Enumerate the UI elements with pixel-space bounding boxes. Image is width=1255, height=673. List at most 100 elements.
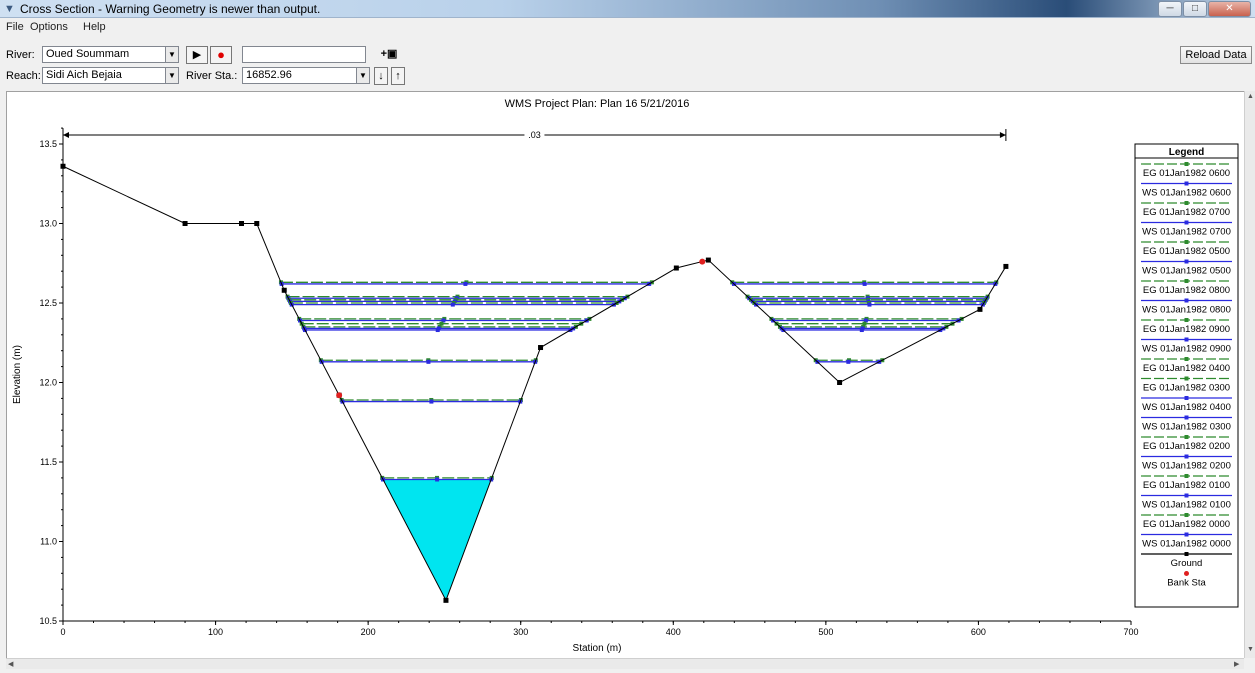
profile-marker: [859, 328, 864, 333]
legend-swatch-marker: [1184, 337, 1189, 342]
manning-label-bg: [524, 129, 545, 140]
legend-entry-label: WS 01Jan1982 0300: [1142, 422, 1231, 433]
scroll-down-arrow-icon[interactable]: ▼: [1247, 646, 1254, 653]
legend-entry-label: WS 01Jan1982 0100: [1142, 500, 1231, 511]
cross-section-plot-panel: 0 100 200 300 400 500 600 700 10.5 11.0 11.5 12.0 12…: [6, 91, 1244, 658]
chart-title: WMS Project Plan: Plan 16 5/21/2016: [505, 98, 690, 110]
cross-section-chart: 0 100 200 300 400 500 600 700 10.5 11.0 11.5 12.0 12…: [12, 98, 1239, 654]
profile-marker: [863, 318, 868, 323]
ground-point: [1003, 263, 1009, 269]
ground-point: [60, 163, 66, 169]
legend-swatch-marker: [1184, 513, 1189, 517]
legend-entry-label: EG 01Jan1982 0100: [1143, 480, 1230, 491]
legend-entry-label: WS 01Jan1982 0000: [1142, 539, 1231, 550]
x-tick-label: 100: [208, 627, 223, 637]
profile-marker: [435, 328, 440, 333]
legend-swatch-marker: [1184, 435, 1189, 439]
legend-swatch-marker: [1184, 357, 1189, 361]
legend-entry-label: EG 01Jan1982 0500: [1143, 246, 1230, 257]
menu-file[interactable]: File: [6, 21, 24, 33]
legend-entry-label: EG 01Jan1982 0000: [1143, 519, 1230, 530]
legend-entry-label: EG 01Jan1982 0400: [1143, 363, 1230, 374]
river-sta-select[interactable]: 16852.96: [242, 67, 357, 84]
profile-marker: [463, 281, 468, 286]
y-tick-label: 13.0: [39, 219, 57, 229]
menu-help[interactable]: Help: [83, 21, 106, 33]
previous-station-up-arrow-icon[interactable]: ↑: [391, 67, 405, 85]
scroll-right-arrow-icon[interactable]: ▶: [1234, 661, 1240, 668]
legend-swatch-marker: [1184, 259, 1189, 264]
add-plot-camera-icon[interactable]: +▣: [380, 48, 398, 60]
profile-marker: [862, 321, 867, 326]
profile-marker: [846, 359, 851, 364]
legend-entry-label: WS 01Jan1982 0200: [1142, 461, 1231, 472]
horizontal-scrollbar[interactable]: ◀ ▶: [6, 658, 1244, 669]
vertical-scrollbar[interactable]: ▲ ▼: [1244, 91, 1255, 658]
reach-dropdown-chevron-icon[interactable]: ▼: [165, 67, 179, 84]
profile-field[interactable]: [242, 46, 366, 63]
x-tick-label: 500: [818, 627, 833, 637]
manning-arrow-left: [63, 132, 69, 138]
river-dropdown-chevron-icon[interactable]: ▼: [165, 46, 179, 63]
legend-entry-label: WS 01Jan1982 0600: [1142, 188, 1231, 199]
x-tick-label: 200: [361, 627, 376, 637]
ground-point: [538, 345, 544, 351]
profile-marker: [439, 321, 444, 326]
ground-point: [673, 265, 679, 271]
legend-swatch-marker: [1184, 220, 1189, 225]
water-fill-area: [383, 479, 492, 601]
legend-swatch-marker: [1184, 201, 1189, 205]
minimize-button[interactable]: ─: [1158, 1, 1182, 17]
river-sta-label: River Sta.:: [186, 70, 238, 82]
y-tick-label: 13.5: [39, 139, 57, 149]
scroll-left-arrow-icon[interactable]: ◀: [8, 661, 14, 668]
reload-data-button[interactable]: Reload Data: [1180, 46, 1252, 64]
legend-entry-label: WS 01Jan1982 0900: [1142, 344, 1231, 355]
legend-swatch-marker: [1184, 474, 1189, 478]
ground-point: [239, 221, 245, 226]
profile-marker: [441, 318, 446, 323]
legend-entry-label: EG 01Jan1982 0200: [1143, 441, 1230, 452]
legend-entry-label: WS 01Jan1982 0700: [1142, 227, 1231, 238]
menu-options[interactable]: Options: [30, 21, 68, 33]
river-sta-dropdown-chevron-icon[interactable]: ▼: [356, 67, 370, 84]
play-icon[interactable]: ▶: [186, 46, 208, 64]
legend-swatch-marker: [1184, 162, 1189, 166]
profile-marker: [429, 399, 434, 404]
legend-swatch-marker: [1184, 318, 1189, 322]
legend-entry-label: Ground: [1171, 558, 1203, 569]
x-tick-label: 300: [513, 627, 528, 637]
y-tick-label: 12.5: [39, 298, 57, 308]
bank-station-point: [336, 392, 343, 399]
legend-swatch-marker: [1184, 532, 1189, 537]
menu-bar: File Options Help: [0, 18, 1255, 36]
chart-legend: Legend EG 01Jan1982 0600 WS 01Jan1982 0600…: [1134, 143, 1239, 608]
ground-point: [443, 597, 449, 603]
ground-point: [182, 221, 188, 226]
x-tick-label: 400: [666, 627, 681, 637]
legend-swatch-marker: [1184, 415, 1189, 420]
legend-entry-label: WS 01Jan1982 0400: [1142, 402, 1231, 413]
legend-swatch-marker: [1184, 552, 1189, 556]
reach-select[interactable]: Sidi Aich Bejaia: [42, 67, 166, 84]
ground-point: [705, 257, 711, 263]
legend-swatch-marker: [1184, 240, 1189, 244]
reach-label: Reach:: [6, 70, 41, 82]
record-icon[interactable]: ●: [210, 46, 232, 64]
close-button[interactable]: ✕: [1208, 1, 1251, 17]
legend-entry-label: WS 01Jan1982 0500: [1142, 266, 1231, 277]
y-tick-label: 11.0: [40, 537, 57, 547]
river-select[interactable]: Oued Soummam: [42, 46, 166, 63]
legend-title: Legend: [1169, 147, 1205, 158]
ground-line: [62, 165, 1007, 602]
window-titlebar: ▼ Cross Section - Warning Geometry is ne…: [0, 0, 1255, 18]
scroll-up-arrow-icon[interactable]: ▲: [1247, 93, 1254, 100]
manning-label: .03: [528, 130, 541, 140]
profile-marker: [435, 477, 440, 482]
ground-point: [977, 306, 983, 312]
manning-arrow-right: [999, 132, 1006, 138]
legend-swatch-marker: [1184, 279, 1189, 283]
maximize-button[interactable]: □: [1183, 1, 1207, 17]
next-station-down-arrow-icon[interactable]: ↓: [374, 67, 388, 85]
legend-swatch-marker: [1184, 376, 1189, 381]
